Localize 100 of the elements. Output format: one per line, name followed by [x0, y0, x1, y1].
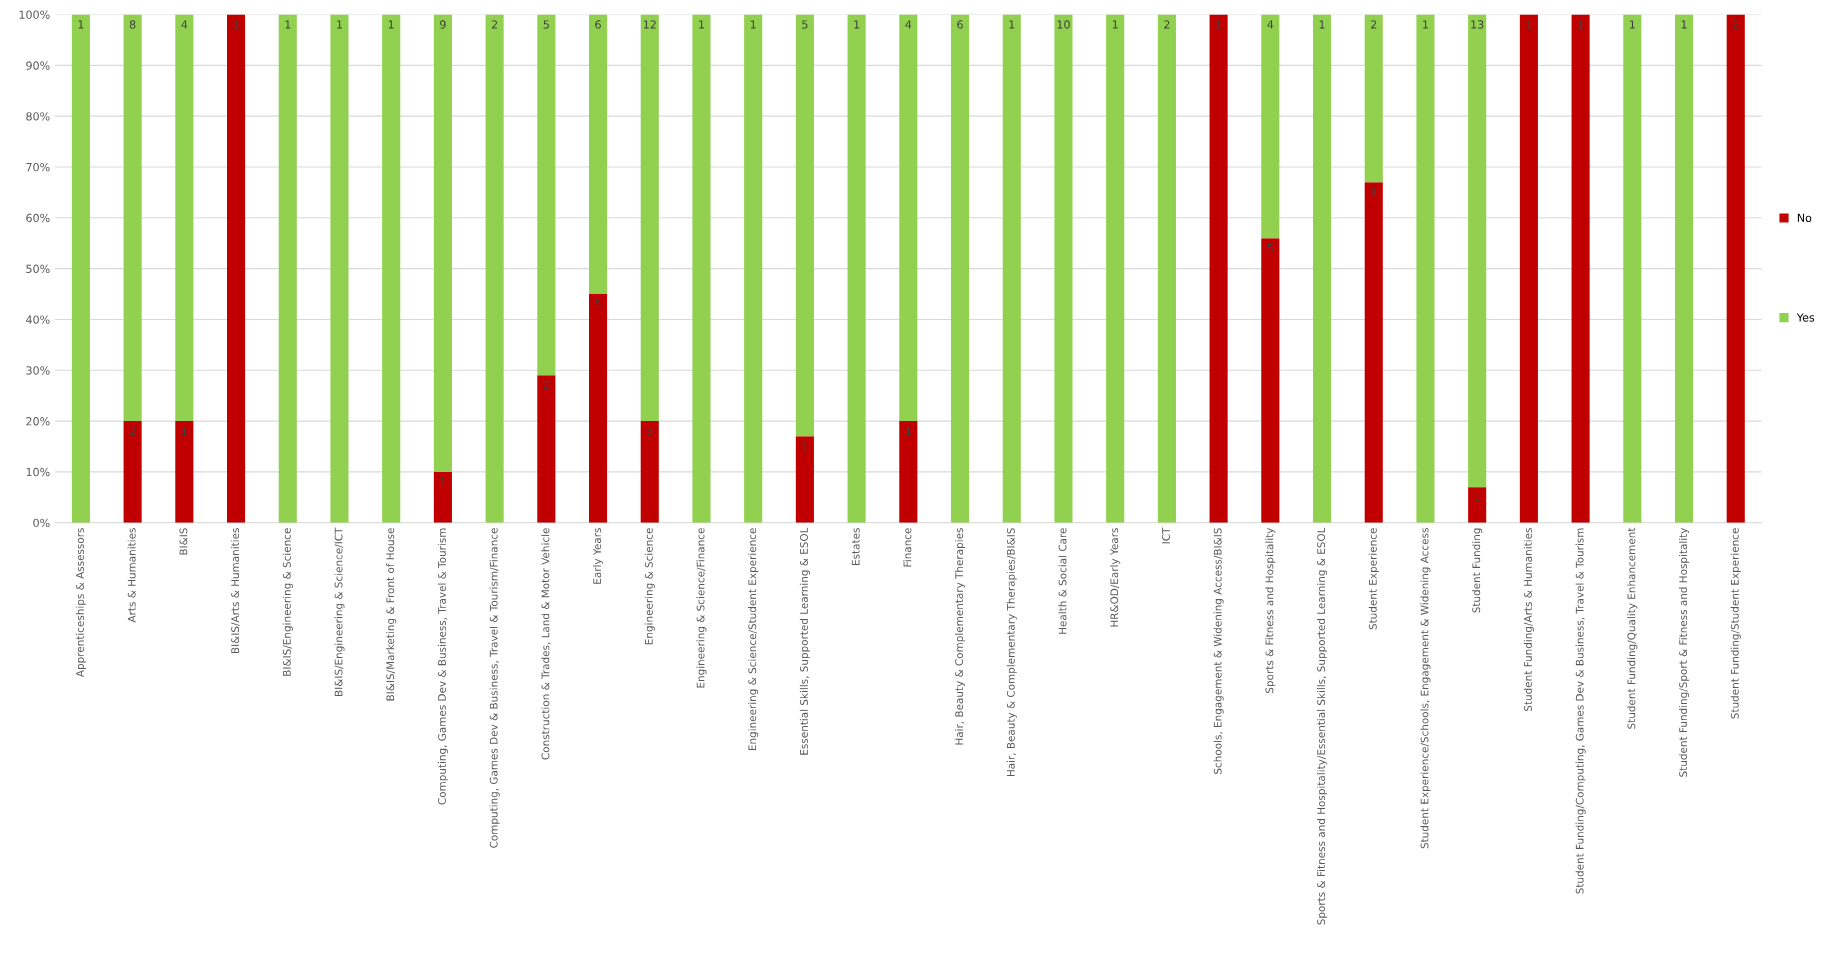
x-tick-label: Engineering & Science/Student Experience [748, 528, 759, 751]
bar [950, 14, 970, 523]
y-tick-label: 50% [26, 264, 50, 273]
bar [899, 421, 918, 523]
annotation: 1 [388, 20, 394, 29]
x-tick-label: Sports & Fitness and Hospitality/Essential Skills, Supported Learning & ESOL [1316, 527, 1328, 925]
bar [1364, 14, 1383, 183]
x-tick-label: Sports & Fitness and Hospitality [1265, 527, 1276, 693]
bar [640, 421, 659, 523]
x-tick-label: Essential Skills, Supported Learning & ESOL [799, 527, 810, 755]
annotation: 1 [182, 426, 187, 436]
y-tick-label: 20% [26, 417, 50, 426]
annotation: 4 [905, 20, 912, 29]
bar [640, 14, 659, 422]
annotation: 1 [1578, 20, 1584, 29]
bar [1364, 182, 1383, 523]
bar [1416, 14, 1435, 523]
bar [899, 14, 918, 422]
annotation: 2 [129, 426, 136, 436]
annotation: 6 [957, 20, 963, 29]
annotation: 1 [1526, 20, 1532, 29]
bar [71, 14, 90, 523]
bar [330, 14, 349, 523]
annotation: 2 [491, 20, 498, 29]
bar [485, 14, 504, 523]
y-tick-label: 70% [26, 162, 50, 172]
x-tick-label: HR&OD/Early Years [1110, 528, 1121, 627]
y-tick-label: 90% [26, 61, 50, 70]
annotation: 1 [906, 426, 911, 436]
annotation: 9 [440, 20, 446, 29]
x-tick-label: BI&IS/Marketing & Front of House [386, 528, 397, 701]
annotation: 1 [440, 477, 446, 486]
x-tick-label: Hair, Beauty & Complementary Therapies [955, 528, 966, 745]
y-tick-label: 30% [26, 366, 50, 375]
y-tick-label: 100% [19, 10, 50, 19]
bar [795, 14, 814, 437]
annotation: 5 [595, 299, 601, 309]
annotation: 1 [285, 20, 291, 29]
x-tick-label: Computing, Games Dev & Business, Travel & Tourism [437, 528, 448, 805]
x-tick-label: Apprenticeships & Assessors [75, 528, 86, 678]
x-tick-label: ICT [1162, 527, 1170, 544]
annotation: 1 [78, 20, 84, 29]
x-tick-label: Estates [851, 528, 860, 565]
y-tick-label: 80% [26, 112, 50, 121]
x-tick-label: Construction & Trades, Land & Motor Vehicle [541, 528, 551, 760]
annotation: 4 [181, 20, 188, 29]
annotation: 12 [643, 20, 656, 29]
annotation: 1 [802, 442, 808, 451]
annotation: 1 [1630, 20, 1635, 29]
bar [175, 421, 194, 523]
annotation: 1 [1423, 20, 1428, 29]
annotation: 1 [750, 20, 756, 29]
x-tick-label: Student Funding/Sport & Fitness and Hospitality [1678, 527, 1690, 777]
y-tick-label: 0% [33, 518, 50, 528]
bar [123, 14, 142, 422]
annotation: 5 [802, 20, 808, 29]
y-tick-label: 40% [26, 315, 50, 324]
annotation: 1 [1319, 20, 1325, 29]
annotation: 1 [233, 20, 239, 29]
bar [795, 436, 814, 523]
annotation: 1 [1112, 20, 1118, 29]
bar [382, 14, 401, 523]
x-tick-label: BI&IS/Engineering & Science/ICT [334, 527, 345, 696]
legend-label: No [1797, 213, 1812, 223]
bar [1468, 487, 1487, 523]
x-tick-label: Computing, Games Dev & Business, Travel & Tourism/Finance [489, 528, 500, 848]
bar [433, 471, 452, 523]
annotation: 4 [1370, 188, 1377, 197]
annotation: 1 [1009, 20, 1015, 29]
x-tick-label: Student Funding/Arts & Humanities [1523, 528, 1534, 711]
x-tick-label: Finance [903, 528, 912, 567]
bar [1261, 14, 1280, 239]
bar [1002, 14, 1021, 523]
annotation: 1 [1681, 20, 1687, 29]
legend-label: Yes [1796, 313, 1815, 322]
annotation: 13 [1471, 20, 1484, 29]
x-tick-label: Health & Social Care [1058, 528, 1067, 634]
bar [227, 14, 246, 523]
annotation: 6 [595, 20, 601, 29]
annotation: 1 [1474, 493, 1480, 502]
bar [278, 14, 297, 523]
bar [1571, 14, 1590, 523]
bar [847, 14, 866, 523]
bar [1106, 14, 1125, 523]
bar [1261, 238, 1280, 523]
x-tick-label: Schools, Engagement & Widening Access/BI&IS [1213, 528, 1224, 774]
x-tick-label: BI&IS [179, 528, 188, 555]
bar [588, 14, 608, 295]
bar [1519, 14, 1538, 523]
annotation: 1 [337, 20, 342, 29]
x-tick-label: Student Funding/Student Experience [1730, 528, 1741, 719]
bar [1209, 14, 1228, 523]
x-tick-label: Hair, Beauty & Complementary Therapies/BI&IS [1006, 528, 1017, 777]
bar [123, 421, 142, 523]
x-tick-label: Student Experience [1368, 528, 1379, 630]
bar [1054, 14, 1073, 523]
bar [692, 14, 711, 523]
bar [537, 14, 556, 376]
bar [537, 375, 556, 523]
y-tick-label: 10% [26, 467, 50, 477]
